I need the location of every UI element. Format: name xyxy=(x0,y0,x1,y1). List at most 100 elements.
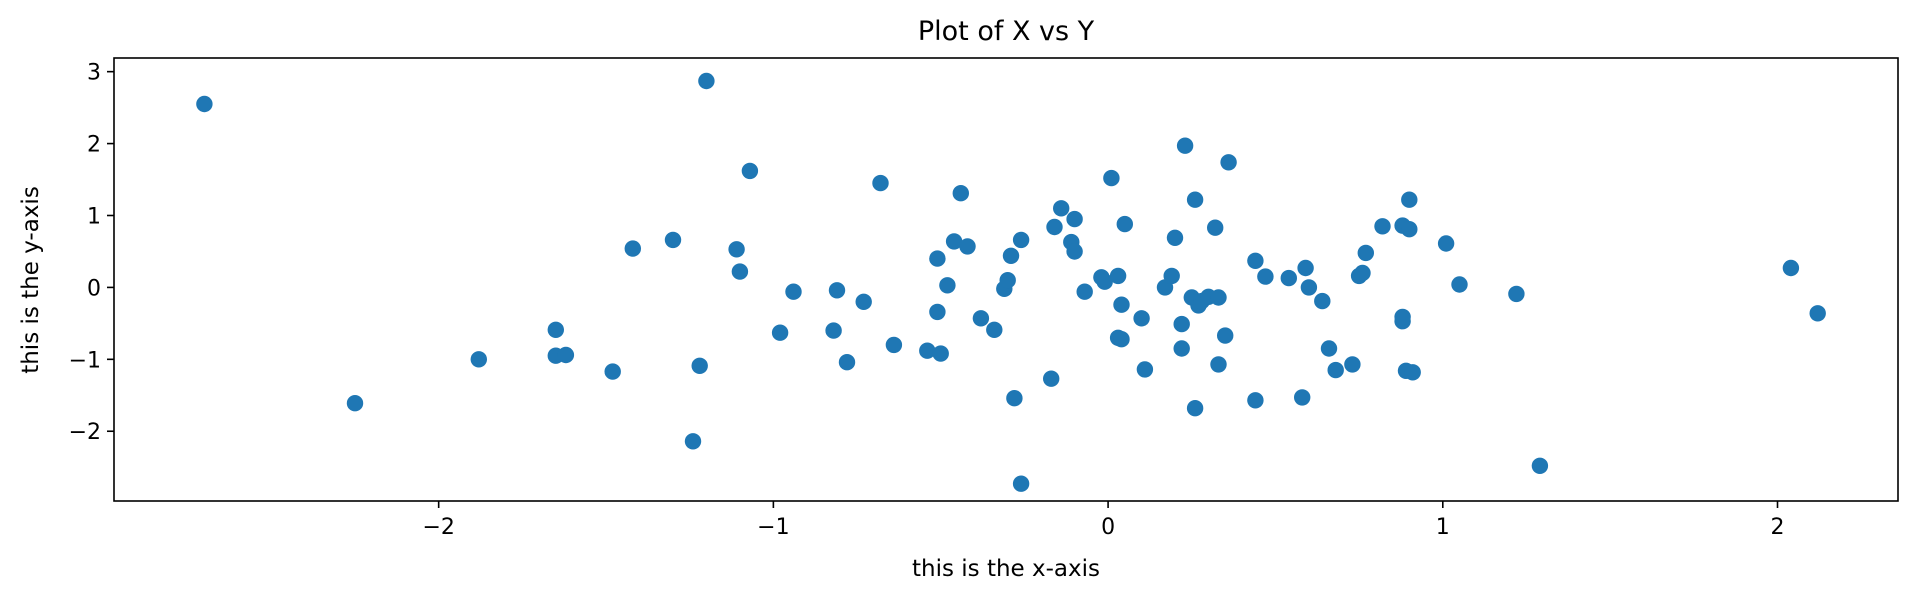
data-point xyxy=(1344,356,1361,373)
data-point xyxy=(1394,308,1411,326)
data-point xyxy=(972,310,990,327)
data-point xyxy=(825,322,842,339)
data-point xyxy=(1220,154,1237,171)
data-point xyxy=(959,238,976,255)
data-point xyxy=(196,95,213,113)
data-point xyxy=(1066,210,1083,228)
data-point xyxy=(1103,169,1120,187)
data-point xyxy=(771,324,789,341)
data-point xyxy=(939,277,956,294)
data-point xyxy=(1109,267,1127,285)
x-tick-label: 1 xyxy=(1436,515,1450,540)
data-point xyxy=(1186,191,1204,208)
data-point xyxy=(785,283,802,300)
data-point xyxy=(604,363,621,380)
data-point xyxy=(1314,292,1331,310)
data-point xyxy=(1257,268,1274,285)
data-point xyxy=(885,336,903,354)
data-point xyxy=(1437,235,1455,252)
data-point xyxy=(1327,361,1344,379)
data-point xyxy=(664,231,682,249)
data-point xyxy=(1006,390,1023,407)
data-point xyxy=(1113,331,1130,348)
y-axis: −2 −1 0 1 2 3 xyxy=(69,61,114,445)
data-point xyxy=(1012,231,1030,249)
data-point xyxy=(1210,289,1227,306)
plot-frame xyxy=(113,57,1899,502)
data-point xyxy=(691,357,708,374)
data-point xyxy=(1136,361,1154,378)
data-point xyxy=(919,342,936,359)
data-point xyxy=(557,346,575,364)
data-point xyxy=(1043,370,1060,387)
data-point xyxy=(1531,457,1549,474)
data-point xyxy=(1401,221,1418,238)
data-point xyxy=(872,174,889,192)
data-point xyxy=(929,303,946,321)
data-point xyxy=(1508,285,1525,303)
x-axis: −2 −1 0 1 2 xyxy=(422,501,1785,540)
data-point xyxy=(855,293,872,310)
data-point xyxy=(470,351,487,368)
data-point xyxy=(741,162,759,180)
data-point xyxy=(1300,279,1318,296)
y-tick-label: 3 xyxy=(87,61,101,86)
data-point xyxy=(986,321,1003,338)
data-point xyxy=(1357,244,1375,262)
x-tick-label: 2 xyxy=(1771,515,1785,540)
data-point xyxy=(624,240,641,257)
y-tick-label: 0 xyxy=(87,276,101,301)
data-point xyxy=(1354,264,1371,282)
data-point xyxy=(828,282,846,299)
data-point xyxy=(346,395,364,412)
data-point xyxy=(929,250,946,267)
data-point xyxy=(1247,392,1264,409)
data-point xyxy=(1046,218,1063,236)
data-point xyxy=(728,241,745,258)
data-point xyxy=(1133,310,1150,327)
data-point xyxy=(1173,315,1190,333)
data-point xyxy=(1166,229,1184,246)
y-axis-label: this is the y-axis xyxy=(18,186,44,374)
data-point xyxy=(1809,305,1826,322)
plot-area xyxy=(196,72,1826,492)
x-tick-label: −1 xyxy=(757,515,789,540)
data-point xyxy=(684,433,702,450)
data-point xyxy=(1451,276,1468,293)
y-tick-label: −2 xyxy=(69,420,101,445)
data-point xyxy=(1096,273,1113,290)
data-point xyxy=(1210,356,1227,373)
data-point xyxy=(1113,296,1130,313)
data-point xyxy=(1374,218,1391,235)
data-point xyxy=(1076,283,1093,300)
data-point xyxy=(1247,252,1264,269)
data-point xyxy=(731,263,749,280)
data-point xyxy=(1782,259,1800,277)
data-point xyxy=(1320,340,1338,357)
data-point xyxy=(1297,259,1314,277)
data-point xyxy=(1053,200,1070,217)
data-point xyxy=(698,72,715,90)
y-tick-label: −1 xyxy=(69,348,101,373)
data-point xyxy=(952,185,969,202)
data-point xyxy=(999,272,1016,289)
data-point xyxy=(932,345,949,362)
data-point xyxy=(1294,389,1311,406)
data-point xyxy=(1401,191,1418,208)
data-point xyxy=(1404,364,1421,381)
data-point xyxy=(1207,219,1224,236)
data-point xyxy=(838,354,856,371)
data-point xyxy=(1116,215,1134,233)
y-tick-label: 2 xyxy=(87,133,101,158)
data-point xyxy=(1186,400,1204,417)
data-point xyxy=(1173,340,1190,357)
x-tick-label: −2 xyxy=(422,515,454,540)
data-point xyxy=(1163,267,1180,285)
data-point xyxy=(547,321,564,338)
chart-title: Plot of X vs Y xyxy=(918,16,1095,47)
data-point xyxy=(945,233,963,250)
y-tick-label: 1 xyxy=(87,204,101,229)
data-point xyxy=(1176,137,1194,154)
data-point xyxy=(1002,247,1020,264)
